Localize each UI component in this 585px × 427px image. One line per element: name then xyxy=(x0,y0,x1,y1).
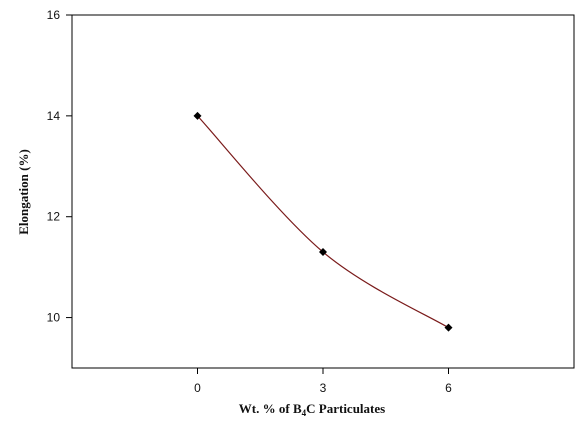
x-tick-label: 3 xyxy=(320,381,327,395)
y-tick-label: 10 xyxy=(47,311,61,325)
x-tick-label: 0 xyxy=(194,381,201,395)
x-axis-label: Wt. % of B4C Particulates xyxy=(239,401,385,418)
y-tick-label: 12 xyxy=(47,210,61,224)
x-axis-ticks: 0 3 6 xyxy=(194,368,452,395)
y-tick-label: 14 xyxy=(47,109,61,123)
x-axis-label-subscript: 4 xyxy=(302,408,307,418)
y-axis-ticks: 10 12 14 16 xyxy=(47,8,72,325)
data-point-marker xyxy=(444,323,453,332)
x-tick-label: 6 xyxy=(445,381,452,395)
data-point-marker xyxy=(319,248,327,257)
series-line xyxy=(197,115,449,329)
data-point-marker xyxy=(193,111,202,120)
y-tick-label: 16 xyxy=(47,8,61,22)
x-axis-label-part2: C Particulates xyxy=(306,401,385,416)
data-markers xyxy=(193,111,453,332)
plot-area-frame xyxy=(71,14,575,369)
y-axis-label: Elongation (%) xyxy=(16,149,31,235)
x-axis-label-part1: Wt. % of B xyxy=(239,401,302,416)
